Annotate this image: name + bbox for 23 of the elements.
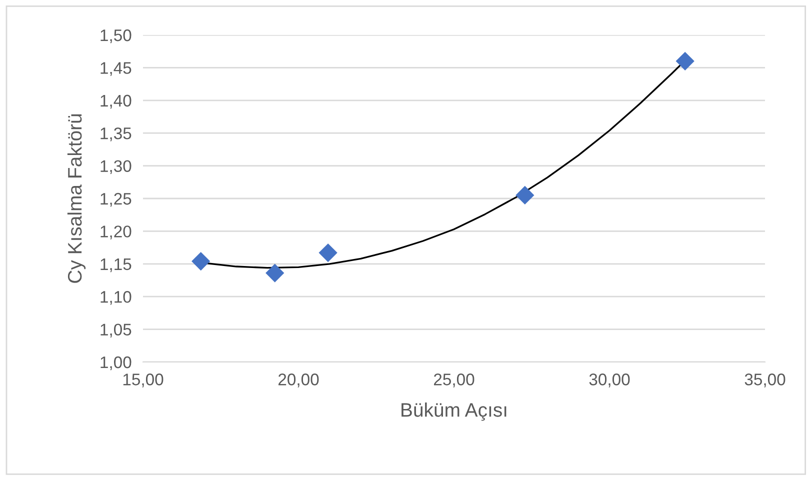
point <box>266 264 284 282</box>
y-tick-label: 1,40 <box>100 94 132 109</box>
x-tick-label: 35,00 <box>744 374 786 388</box>
y-tick-label: 1,20 <box>100 226 132 240</box>
x-axis-title: Büküm Açısı <box>402 402 506 421</box>
x-tick-label: 25,00 <box>434 374 474 388</box>
y-tick-label: 1,30 <box>100 160 132 174</box>
y-tick-label: 1,35 <box>100 128 132 142</box>
point <box>676 52 694 70</box>
y-tick-label: 1,45 <box>100 62 132 76</box>
y-tick-label: 1,25 <box>100 192 132 207</box>
y-tick-label: 1,00 <box>100 356 132 370</box>
y-tick-label: 1,15 <box>100 258 132 272</box>
y-tick-label: 1,05 <box>100 324 132 338</box>
point <box>192 252 210 271</box>
x-tick-label: 15,00 <box>123 374 164 388</box>
y-axis-title: Cy Kısalma Faktörü <box>67 114 86 283</box>
y-tick-label: 1,10 <box>100 291 132 305</box>
point <box>516 186 534 205</box>
y-tick-label: 1,50 <box>100 29 132 44</box>
point <box>318 243 338 262</box>
x-tick-label: 30,00 <box>589 374 630 388</box>
x-tick-label: 20,00 <box>278 374 319 388</box>
